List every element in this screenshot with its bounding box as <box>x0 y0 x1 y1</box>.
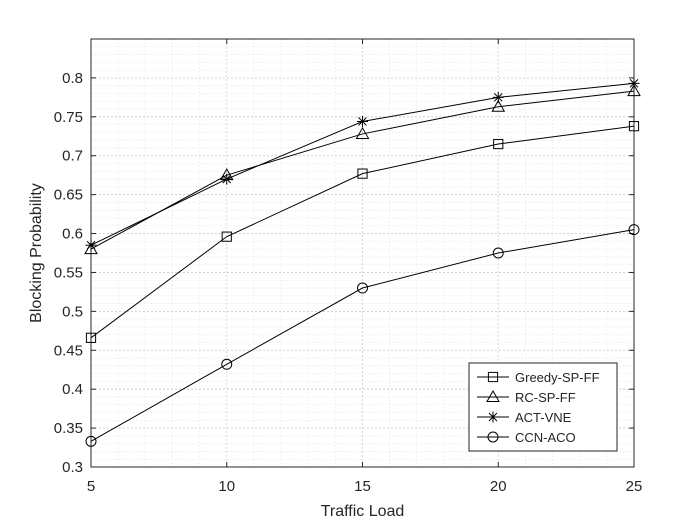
data-point-rc-sp-ff <box>491 99 506 112</box>
y-tick-label: 0.4 <box>62 381 83 398</box>
marker-shape <box>222 174 232 184</box>
marker-shape <box>355 126 370 139</box>
marker-shape <box>86 240 96 250</box>
marker-shape <box>628 121 640 132</box>
data-point-act-vne <box>357 115 368 127</box>
marker-shape <box>491 99 506 112</box>
axis-ticks <box>90 39 635 468</box>
legend-label: CCN-ACO <box>515 430 576 445</box>
data-point-ccn-aco <box>357 282 368 294</box>
legend-label: Greedy-SP-FF <box>515 370 600 385</box>
series-greedy-sp-ff <box>85 121 640 343</box>
legend-marker <box>486 389 500 402</box>
marker-shape <box>357 168 368 179</box>
data-point-ccn-aco <box>85 435 97 447</box>
data-point-rc-sp-ff <box>355 126 370 139</box>
marker-shape <box>487 371 499 383</box>
legend-label: ACT-VNE <box>515 410 572 425</box>
marker-shape <box>629 79 639 88</box>
series-act-vne <box>85 77 640 251</box>
marker-shape <box>627 84 641 97</box>
legend-item-act-vne: ACT-VNE <box>477 410 572 425</box>
series-line-ccn-aco <box>90 229 635 442</box>
x-tick-label: 5 <box>87 478 95 495</box>
data-point-greedy-sp-ff <box>628 121 640 132</box>
marker-shape <box>85 332 97 343</box>
data-point-greedy-sp-ff <box>493 138 504 150</box>
y-tick-label: 0.55 <box>54 264 83 281</box>
legend-marker <box>487 371 499 383</box>
series-ccn-aco <box>85 224 640 447</box>
legend-marker <box>487 431 499 443</box>
marker-shape <box>492 247 504 259</box>
data-point-ccn-aco <box>221 358 233 370</box>
marker-shape <box>358 117 367 126</box>
legend-label: RC-SP-FF <box>515 390 576 405</box>
data-point-rc-sp-ff <box>627 84 641 97</box>
marker-shape <box>486 389 500 402</box>
y-tick-label: 0.7 <box>62 148 83 165</box>
marker-shape <box>221 231 232 242</box>
legend-marker <box>487 411 499 423</box>
marker-shape <box>488 412 498 422</box>
y-tick-label: 0.3 <box>62 459 83 476</box>
data-point-ccn-aco <box>628 224 640 236</box>
legend-item-rc-sp-ff: RC-SP-FF <box>477 389 576 405</box>
data-point-ccn-aco <box>492 247 504 259</box>
data-point-act-vne <box>628 77 640 89</box>
marker-shape <box>628 224 640 236</box>
marker-shape <box>493 93 503 102</box>
data-point-act-vne <box>492 91 504 103</box>
data-point-greedy-sp-ff <box>221 231 232 242</box>
y-tick-label: 0.35 <box>54 420 83 437</box>
y-tick-label: 0.75 <box>54 109 83 126</box>
y-tick-label: 0.5 <box>62 303 83 320</box>
marker-shape <box>357 282 368 294</box>
x-tick-label: 10 <box>218 478 235 495</box>
series-line-greedy-sp-ff <box>90 125 635 339</box>
x-axis-tick-labels: 5 10 15 20 25 <box>87 478 643 495</box>
data-point-act-vne <box>221 173 233 185</box>
legend-box <box>468 362 618 452</box>
series-layer <box>84 77 641 447</box>
x-tick-label: 20 <box>490 478 507 495</box>
y-tick-label: 0.6 <box>62 226 83 243</box>
series-line-rc-sp-ff <box>90 90 635 250</box>
marker-shape <box>493 138 504 150</box>
legend: Greedy-SP-FF RC-SP-FF ACT-VNE CCN-ACO <box>468 362 618 452</box>
x-axis-title: Traffic Load <box>321 503 405 520</box>
x-tick-label: 15 <box>354 478 371 495</box>
y-tick-label: 0.8 <box>62 70 83 87</box>
marker-shape <box>85 435 97 447</box>
y-tick-label: 0.65 <box>54 187 83 204</box>
x-tick-label: 25 <box>626 478 643 495</box>
data-point-greedy-sp-ff <box>85 332 97 343</box>
y-axis-title: Blocking Probability <box>28 183 45 323</box>
legend-item-greedy-sp-ff: Greedy-SP-FF <box>477 370 600 385</box>
marker-shape <box>487 431 499 443</box>
legend-item-ccn-aco: CCN-ACO <box>477 430 576 445</box>
y-tick-label: 0.45 <box>54 342 83 359</box>
data-point-act-vne <box>85 239 97 251</box>
data-point-greedy-sp-ff <box>357 168 368 179</box>
marker-shape <box>221 358 233 370</box>
y-axis-tick-labels: 0.3 0.35 0.4 0.45 0.5 0.55 0.6 0.65 0.7 0.75 0.8 <box>54 70 83 476</box>
